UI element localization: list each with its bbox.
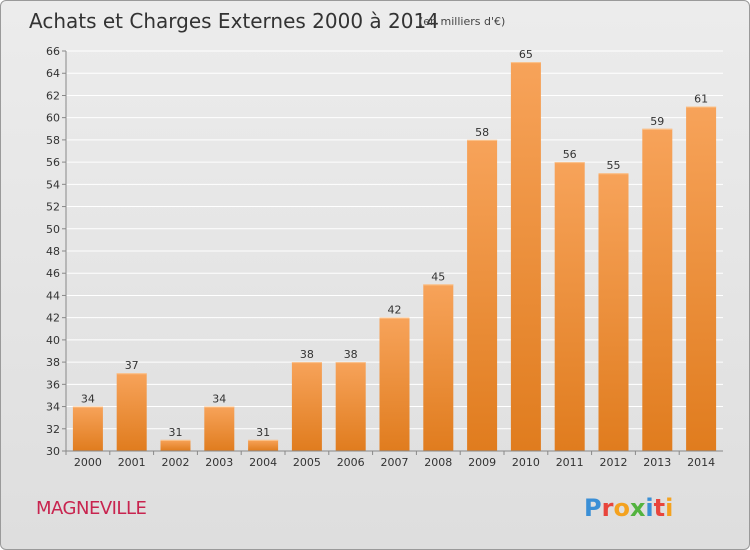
bar-2013 bbox=[642, 128, 673, 451]
town-name: MAGNEVILLE bbox=[36, 498, 146, 519]
data-label: 42 bbox=[388, 304, 402, 317]
x-tick-label: 2008 bbox=[424, 456, 452, 469]
y-tick-label: 32 bbox=[46, 423, 60, 436]
bar-2010 bbox=[510, 62, 541, 451]
bar-2009 bbox=[467, 139, 498, 451]
bar-2005 bbox=[291, 362, 322, 451]
y-tick-label: 36 bbox=[46, 378, 60, 391]
chart-subtitle: (en milliers d'€) bbox=[419, 15, 505, 28]
x-tick-label: 2009 bbox=[468, 456, 496, 469]
bar-2004 bbox=[248, 439, 279, 451]
y-tick-label: 40 bbox=[46, 334, 60, 347]
data-label: 34 bbox=[81, 393, 95, 406]
y-tick-label: 60 bbox=[46, 112, 60, 125]
bar-2003 bbox=[204, 406, 235, 451]
y-tick-label: 48 bbox=[46, 245, 60, 258]
data-label: 34 bbox=[212, 393, 226, 406]
bar-2014 bbox=[686, 106, 717, 452]
data-label: 38 bbox=[300, 348, 314, 361]
y-tick-label: 52 bbox=[46, 201, 60, 214]
data-label: 56 bbox=[563, 148, 577, 161]
y-tick-label: 56 bbox=[46, 156, 60, 169]
x-tick-label: 2007 bbox=[381, 456, 409, 469]
data-label: 65 bbox=[519, 48, 533, 61]
y-tick-label: 54 bbox=[46, 178, 60, 191]
bar-2000 bbox=[72, 406, 103, 451]
bar-2011 bbox=[554, 162, 585, 451]
data-label: 58 bbox=[475, 126, 489, 139]
x-tick-label: 2012 bbox=[600, 456, 628, 469]
y-tick-label: 50 bbox=[46, 223, 60, 236]
data-label: 59 bbox=[650, 115, 664, 128]
x-tick-label: 2005 bbox=[293, 456, 321, 469]
x-tick-label: 2010 bbox=[512, 456, 540, 469]
data-label: 31 bbox=[256, 426, 270, 439]
x-tick-label: 2003 bbox=[205, 456, 233, 469]
x-tick-label: 2011 bbox=[556, 456, 584, 469]
y-tick-label: 30 bbox=[46, 445, 60, 458]
y-tick-label: 42 bbox=[46, 312, 60, 325]
data-label: 61 bbox=[694, 93, 708, 106]
data-label: 55 bbox=[607, 159, 621, 172]
bar-2001 bbox=[116, 373, 147, 451]
bar-2006 bbox=[335, 362, 366, 451]
y-tick-label: 66 bbox=[46, 45, 60, 58]
y-tick-label: 34 bbox=[46, 401, 60, 414]
bar-2008 bbox=[423, 284, 454, 451]
x-tick-label: 2002 bbox=[162, 456, 190, 469]
proxiti-logo: Proxiti bbox=[584, 494, 673, 522]
y-tick-label: 38 bbox=[46, 356, 60, 369]
y-tick-label: 62 bbox=[46, 89, 60, 102]
bar-2012 bbox=[598, 173, 629, 451]
chart-title: Achats et Charges Externes 2000 à 2014 bbox=[29, 9, 439, 33]
y-axis: 30 32 34 36 38 40 42 44 46 48 50 52 54 56 58 60 62 64 66 bbox=[46, 45, 67, 458]
x-axis: 2000 2001 2002 2003 2004 2005 2006 2007 2008 2009… bbox=[65, 450, 723, 469]
data-label: 45 bbox=[431, 270, 445, 283]
bar-2002 bbox=[160, 439, 191, 451]
x-tick-label: 2013 bbox=[643, 456, 671, 469]
data-label: 38 bbox=[344, 348, 358, 361]
x-tick-label: 2006 bbox=[337, 456, 365, 469]
x-tick-label: 2014 bbox=[687, 456, 715, 469]
y-tick-label: 44 bbox=[46, 289, 60, 302]
x-tick-label: 2001 bbox=[118, 456, 146, 469]
data-label: 37 bbox=[125, 359, 139, 372]
data-label: 31 bbox=[169, 426, 183, 439]
y-tick-label: 64 bbox=[46, 67, 60, 80]
data-labels: 34 37 31 34 31 38 38 42 45 58 65 56 55 59 61 bbox=[81, 48, 708, 439]
y-tick-label: 46 bbox=[46, 267, 60, 280]
bars bbox=[72, 62, 717, 452]
y-tick-label: 58 bbox=[46, 134, 60, 147]
x-tick-label: 2000 bbox=[74, 456, 102, 469]
x-tick-label: 2004 bbox=[249, 456, 277, 469]
bar-2007 bbox=[379, 317, 410, 451]
